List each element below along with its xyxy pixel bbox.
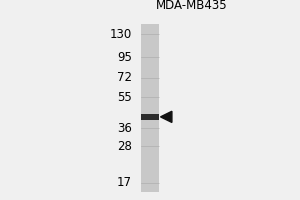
- FancyBboxPatch shape: [141, 24, 159, 192]
- FancyBboxPatch shape: [141, 114, 159, 120]
- Text: 17: 17: [117, 176, 132, 189]
- Text: 130: 130: [110, 28, 132, 41]
- Text: 28: 28: [117, 140, 132, 153]
- Text: MDA-MB435: MDA-MB435: [156, 0, 228, 12]
- Text: 55: 55: [117, 91, 132, 104]
- Text: 72: 72: [117, 71, 132, 84]
- Text: 36: 36: [117, 122, 132, 135]
- Polygon shape: [160, 111, 172, 122]
- Text: 95: 95: [117, 51, 132, 64]
